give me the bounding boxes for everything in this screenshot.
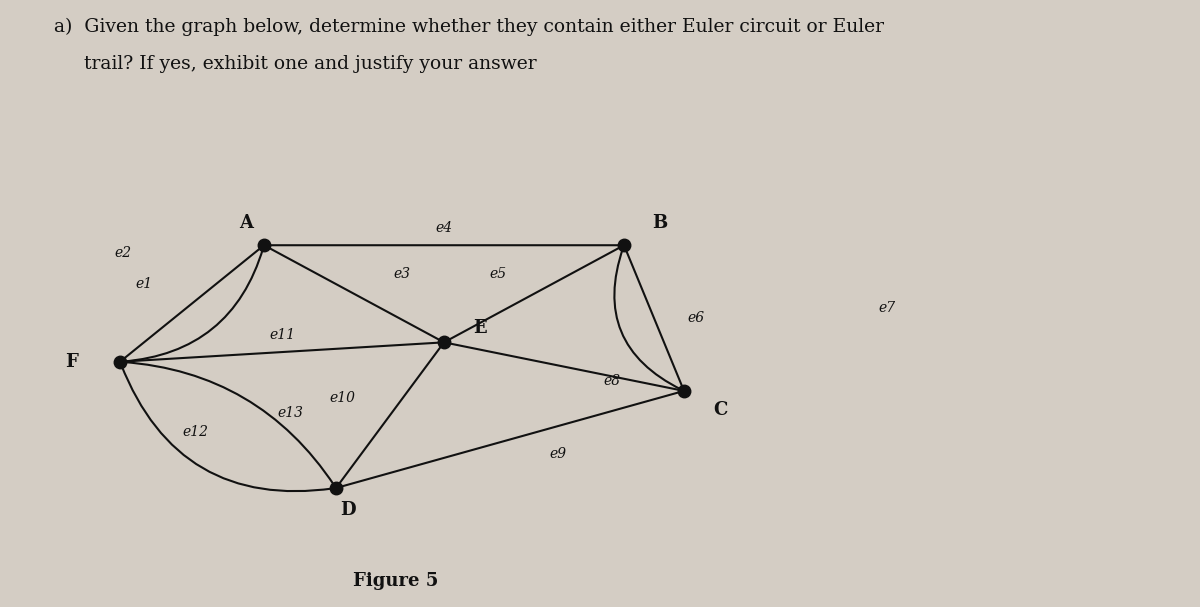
Text: e9: e9 (550, 447, 566, 461)
Text: trail? If yes, exhibit one and justify your answer: trail? If yes, exhibit one and justify y… (54, 55, 536, 73)
Text: e1: e1 (136, 277, 152, 291)
Text: e4: e4 (436, 221, 452, 236)
Text: e5: e5 (490, 267, 506, 282)
Text: e3: e3 (394, 267, 410, 282)
Text: E: E (473, 319, 487, 337)
Text: Figure 5: Figure 5 (353, 572, 439, 590)
Text: e10: e10 (329, 391, 355, 405)
Text: e7: e7 (878, 301, 895, 315)
Text: D: D (340, 501, 356, 519)
Text: e12: e12 (182, 425, 208, 439)
Text: B: B (653, 214, 667, 232)
Text: a)  Given the graph below, determine whether they contain either Euler circuit o: a) Given the graph below, determine whet… (54, 18, 884, 36)
Text: e2: e2 (114, 246, 131, 260)
Text: F: F (66, 353, 78, 371)
Text: e6: e6 (688, 311, 704, 325)
Text: e13: e13 (277, 406, 304, 421)
Text: e8: e8 (604, 374, 620, 388)
Text: A: A (239, 214, 253, 232)
Text: C: C (713, 401, 727, 419)
Text: e11: e11 (269, 328, 295, 342)
